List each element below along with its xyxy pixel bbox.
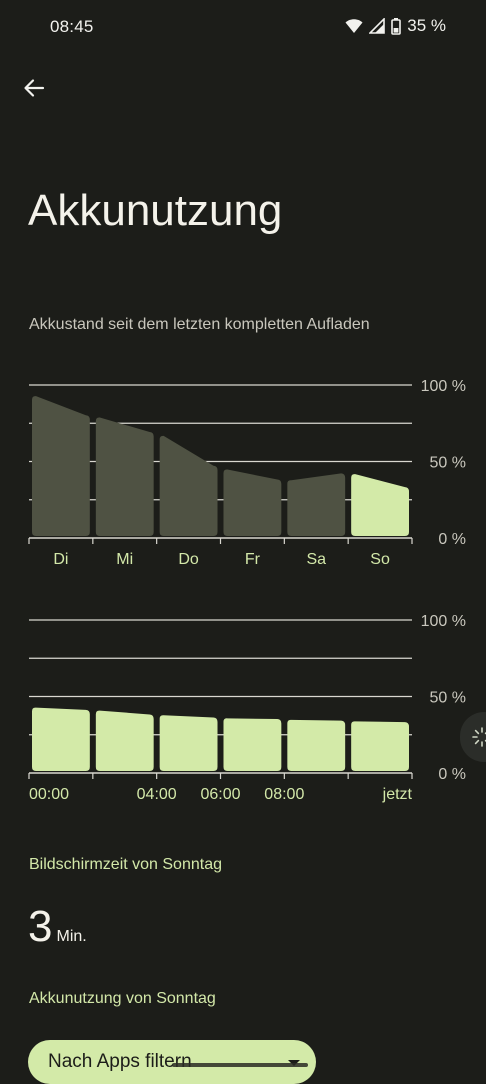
battery-level-chart-hours[interactable]: 100 % 50 % 0 % 00:00 04:00 06:00 08:00 jetzt [0,605,486,805]
chart-bar [351,721,409,771]
screen-time-label: Bildschirmzeit von Sonntag [29,856,222,874]
chart-bar [351,474,409,536]
chart-bar [287,473,345,536]
x-tick-label: Do [178,551,199,568]
x-tick-label: Di [53,551,68,568]
filter-apps-dropdown[interactable]: Nach Apps filtern [28,1040,316,1084]
status-bar: 08:45 35 % [0,0,486,54]
x-tick-label: Fr [245,551,261,568]
page-title: Akkunutzung [28,186,282,236]
signal-icon [369,18,385,34]
x-tick-label: Sa [306,551,326,568]
chart-bar [287,720,345,771]
y-tick-label: 50 % [430,690,466,707]
screen-time-value: 3 [28,902,52,952]
x-tick-label: jetzt [382,786,413,803]
sparkle-icon [470,725,486,749]
wifi-icon [345,19,363,34]
chart-bar [96,711,154,771]
chart-bar [160,436,218,536]
back-button[interactable] [16,70,52,106]
status-time: 08:45 [50,17,94,37]
x-tick-label: 08:00 [264,786,304,803]
battery-icon [391,18,401,35]
chart-bar [32,396,90,536]
gesture-navigation-bar[interactable] [172,1063,308,1067]
screen-time-unit: Min. [56,928,86,946]
chart-bar [160,715,218,771]
y-tick-label: 0 % [438,531,466,548]
battery-percentage: 35 % [407,16,446,36]
x-tick-label: 04:00 [137,786,177,803]
chart-bar [32,708,90,771]
chart-caption: Akkustand seit dem letzten kompletten Au… [29,316,370,334]
x-tick-label: 00:00 [29,786,69,803]
y-tick-label: 50 % [430,455,466,472]
x-tick-label: Mi [116,551,133,568]
y-tick-label: 0 % [438,766,466,783]
battery-usage-label: Akkunutzung von Sonntag [29,990,216,1008]
filter-apps-label: Nach Apps filtern [48,1051,192,1073]
arrow-back-icon [23,77,45,99]
x-tick-label: 06:00 [200,786,240,803]
chart-bar [224,718,282,771]
screen-time: 3 Min. [28,902,87,952]
battery-level-chart-days[interactable]: 100 % 50 % 0 % Di Mi Do Fr Sa So [0,370,486,570]
y-tick-label: 100 % [421,613,466,630]
y-tick-label: 100 % [421,378,466,395]
chart-bar [96,417,154,536]
chart-bar [224,470,282,536]
x-tick-label: So [370,551,390,568]
status-icons: 35 % [345,16,446,36]
